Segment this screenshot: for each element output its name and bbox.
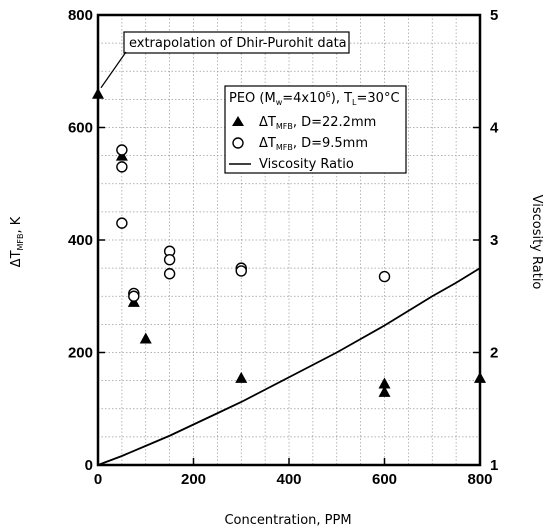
data-point-triangle	[378, 385, 391, 397]
legend-marker-circle	[232, 137, 244, 149]
annotation-pointer	[100, 51, 127, 89]
x-tick-label: 600	[372, 471, 397, 488]
data-point-circle	[163, 253, 176, 266]
tick-marks	[97, 14, 481, 466]
grid	[98, 15, 480, 465]
viscosity-ratio-series	[97, 267, 481, 466]
annotation: extrapolation of Dhir-Purohit data	[100, 31, 350, 89]
annotation-box	[123, 31, 350, 54]
x-tick-label: 0	[94, 471, 102, 488]
extrapolated-point-triangle	[92, 87, 104, 99]
legend-entry-circle: ΔTMFB, D=9.5mm	[259, 136, 368, 152]
y-left-tick-label: 0	[85, 457, 93, 474]
data-point-circle	[116, 144, 128, 156]
y-axis-title-left: ΔTMFB, K	[9, 216, 25, 267]
legend-box	[224, 85, 407, 174]
x-tick-label: 800	[467, 471, 492, 488]
y-left-tick-label: 800	[68, 7, 93, 24]
y-right-tick-label: 2	[490, 345, 498, 362]
legend-header: PEO (Mw=4x106), TL=30°C	[229, 90, 400, 107]
y-left-tick-label: 400	[68, 232, 93, 249]
data-point-circle	[235, 265, 247, 277]
x-tick-label: 200	[181, 471, 206, 488]
legend-entry-triangle: ΔTMFB, D=22.2mm	[259, 115, 376, 131]
x-tick-label: 400	[276, 471, 301, 488]
data-point-triangle	[235, 371, 248, 383]
y-right-tick-label: 3	[490, 232, 498, 249]
legend: PEO (Mw=4x106), TL=30°C ΔTMFB, D=22.2mm …	[224, 85, 407, 174]
y-left-tick-label: 200	[68, 345, 93, 362]
data-point-circle	[128, 290, 140, 302]
legend-marker-triangle	[232, 116, 244, 126]
y-right-tick-label: 5	[490, 7, 498, 24]
legend-entry-line: Viscosity Ratio	[259, 157, 354, 172]
y-axis-title-right: Viscosity Ratio	[529, 195, 544, 290]
data-point-triangle	[378, 377, 391, 389]
x-axis-title: Concentration, PPM	[224, 513, 351, 528]
data-point-circle	[163, 268, 176, 280]
triangle-series	[92, 87, 486, 397]
data-point-triangle	[474, 371, 486, 383]
data-point-circle	[116, 217, 128, 229]
data-point-circle	[378, 270, 391, 283]
y-right-tick-label: 4	[490, 120, 499, 137]
data-point-circle	[116, 161, 128, 173]
data-point-triangle	[139, 332, 152, 344]
y-left-tick-label: 600	[68, 120, 93, 137]
circle-series	[116, 144, 391, 302]
viscosity-ratio-line	[97, 267, 481, 466]
y-right-tick-label: 1	[490, 457, 498, 474]
annotation-text: extrapolation of Dhir-Purohit data	[129, 36, 347, 51]
